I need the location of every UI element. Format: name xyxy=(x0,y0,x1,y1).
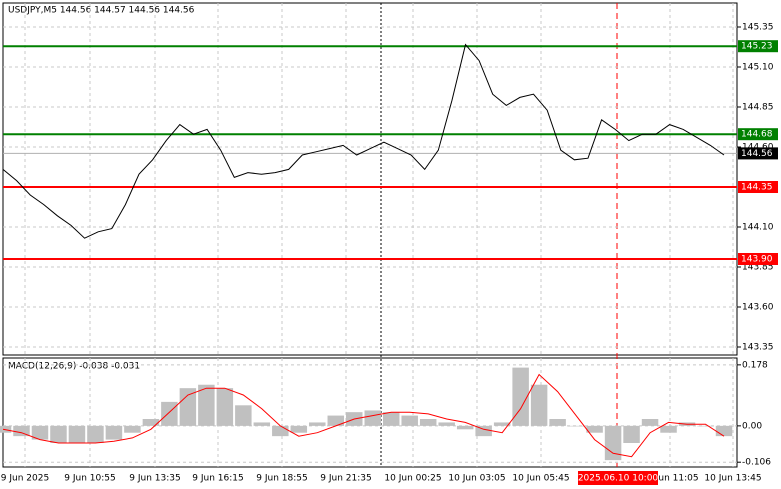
y-tick-label: 144.10 xyxy=(742,223,774,233)
macd-bar xyxy=(87,425,104,444)
chart-title: USDJPY,M5 144.56 144.57 144.56 144.56 xyxy=(8,6,195,16)
macd-bar xyxy=(549,419,566,426)
macd-bar xyxy=(290,425,308,433)
y-tick-label: 0.178 xyxy=(742,360,768,370)
macd-bar xyxy=(216,388,234,426)
macd-bar xyxy=(493,422,511,426)
macd-bar xyxy=(198,384,215,426)
macd-bar xyxy=(530,384,548,426)
level-label: 144.35 xyxy=(741,183,773,193)
y-tick-label: 143.35 xyxy=(742,343,774,353)
macd-bar xyxy=(253,422,271,426)
macd-bar xyxy=(179,388,197,426)
macd-bar xyxy=(327,415,345,426)
x-tick-label: 10 Jun 00:25 xyxy=(384,474,441,484)
y-tick-label: -0.106 xyxy=(742,458,771,468)
x-tick-label: 9 Jun 2025 xyxy=(1,474,49,484)
macd-bar xyxy=(567,425,585,427)
macd-bar xyxy=(142,419,160,426)
macd-bar xyxy=(641,419,659,426)
x-tick-label: 10 Jun 05:45 xyxy=(512,474,569,484)
y-tick-label: 143.85 xyxy=(742,263,774,273)
y-tick-label: 0.00 xyxy=(742,421,762,431)
macd-bar xyxy=(419,419,437,426)
macd-bar xyxy=(604,425,622,461)
price-panel xyxy=(2,2,738,356)
y-tick-label: 143.60 xyxy=(742,303,774,313)
x-tick-label: 10 Jun 03:05 xyxy=(448,474,505,484)
macd-bar xyxy=(456,425,474,430)
macd-bar xyxy=(364,410,381,426)
macd-bar xyxy=(401,415,418,426)
macd-bar xyxy=(475,425,492,437)
price-line xyxy=(2,43,725,239)
y-tick-label: 145.10 xyxy=(742,63,774,73)
y-tick-label: 145.35 xyxy=(742,23,774,33)
level-tag xyxy=(738,181,778,193)
macd-bar xyxy=(235,405,252,426)
x-tick-label: 9 Jun 18:55 xyxy=(256,474,307,484)
x-tick-label: 9 Jun 13:35 xyxy=(129,474,180,484)
macd-bar xyxy=(272,425,289,437)
macd-bar xyxy=(105,425,123,440)
macd-bar xyxy=(512,367,529,426)
level-label: 143.90 xyxy=(741,255,773,265)
y-tick-label: 144.85 xyxy=(742,103,774,113)
cursor-label: 2025.06.10 10:00 xyxy=(578,474,659,484)
macd-panel xyxy=(2,357,738,468)
signal-line xyxy=(2,373,725,458)
level-tag xyxy=(738,40,778,53)
macd-bar xyxy=(31,425,49,440)
last-price-tag xyxy=(738,147,778,160)
macd-bar xyxy=(309,422,326,426)
x-tick-label: 9 Jun 10:55 xyxy=(64,474,115,484)
level-label: 145.23 xyxy=(741,42,773,52)
macd-bar xyxy=(438,422,455,426)
level-tag xyxy=(738,253,778,265)
x-tick-label: 10 Jun 11:05 xyxy=(641,474,698,484)
macd-bar xyxy=(660,425,677,433)
macd-bar xyxy=(382,412,400,426)
macd-label: MACD(12,26,9) -0.038 -0.031 xyxy=(8,362,140,372)
level-tag xyxy=(738,128,778,141)
x-tick-label: 10 Jun 13:45 xyxy=(704,474,761,484)
macd-bar xyxy=(68,425,86,444)
macd-bar xyxy=(13,425,30,437)
macd-bar xyxy=(715,425,733,437)
x-tick-label: 9 Jun 16:15 xyxy=(192,474,243,484)
macd-bar xyxy=(586,425,603,433)
macd-bar xyxy=(697,425,714,427)
macd-bar xyxy=(623,425,640,444)
last-price-label: 144.56 xyxy=(741,149,773,159)
level-label: 144.68 xyxy=(741,130,773,140)
macd-bar xyxy=(161,401,178,426)
macd-bar xyxy=(124,425,141,433)
x-tick-label: 9 Jun 21:35 xyxy=(320,474,371,484)
macd-bar xyxy=(50,425,67,444)
cursor-label-bg xyxy=(578,471,658,485)
